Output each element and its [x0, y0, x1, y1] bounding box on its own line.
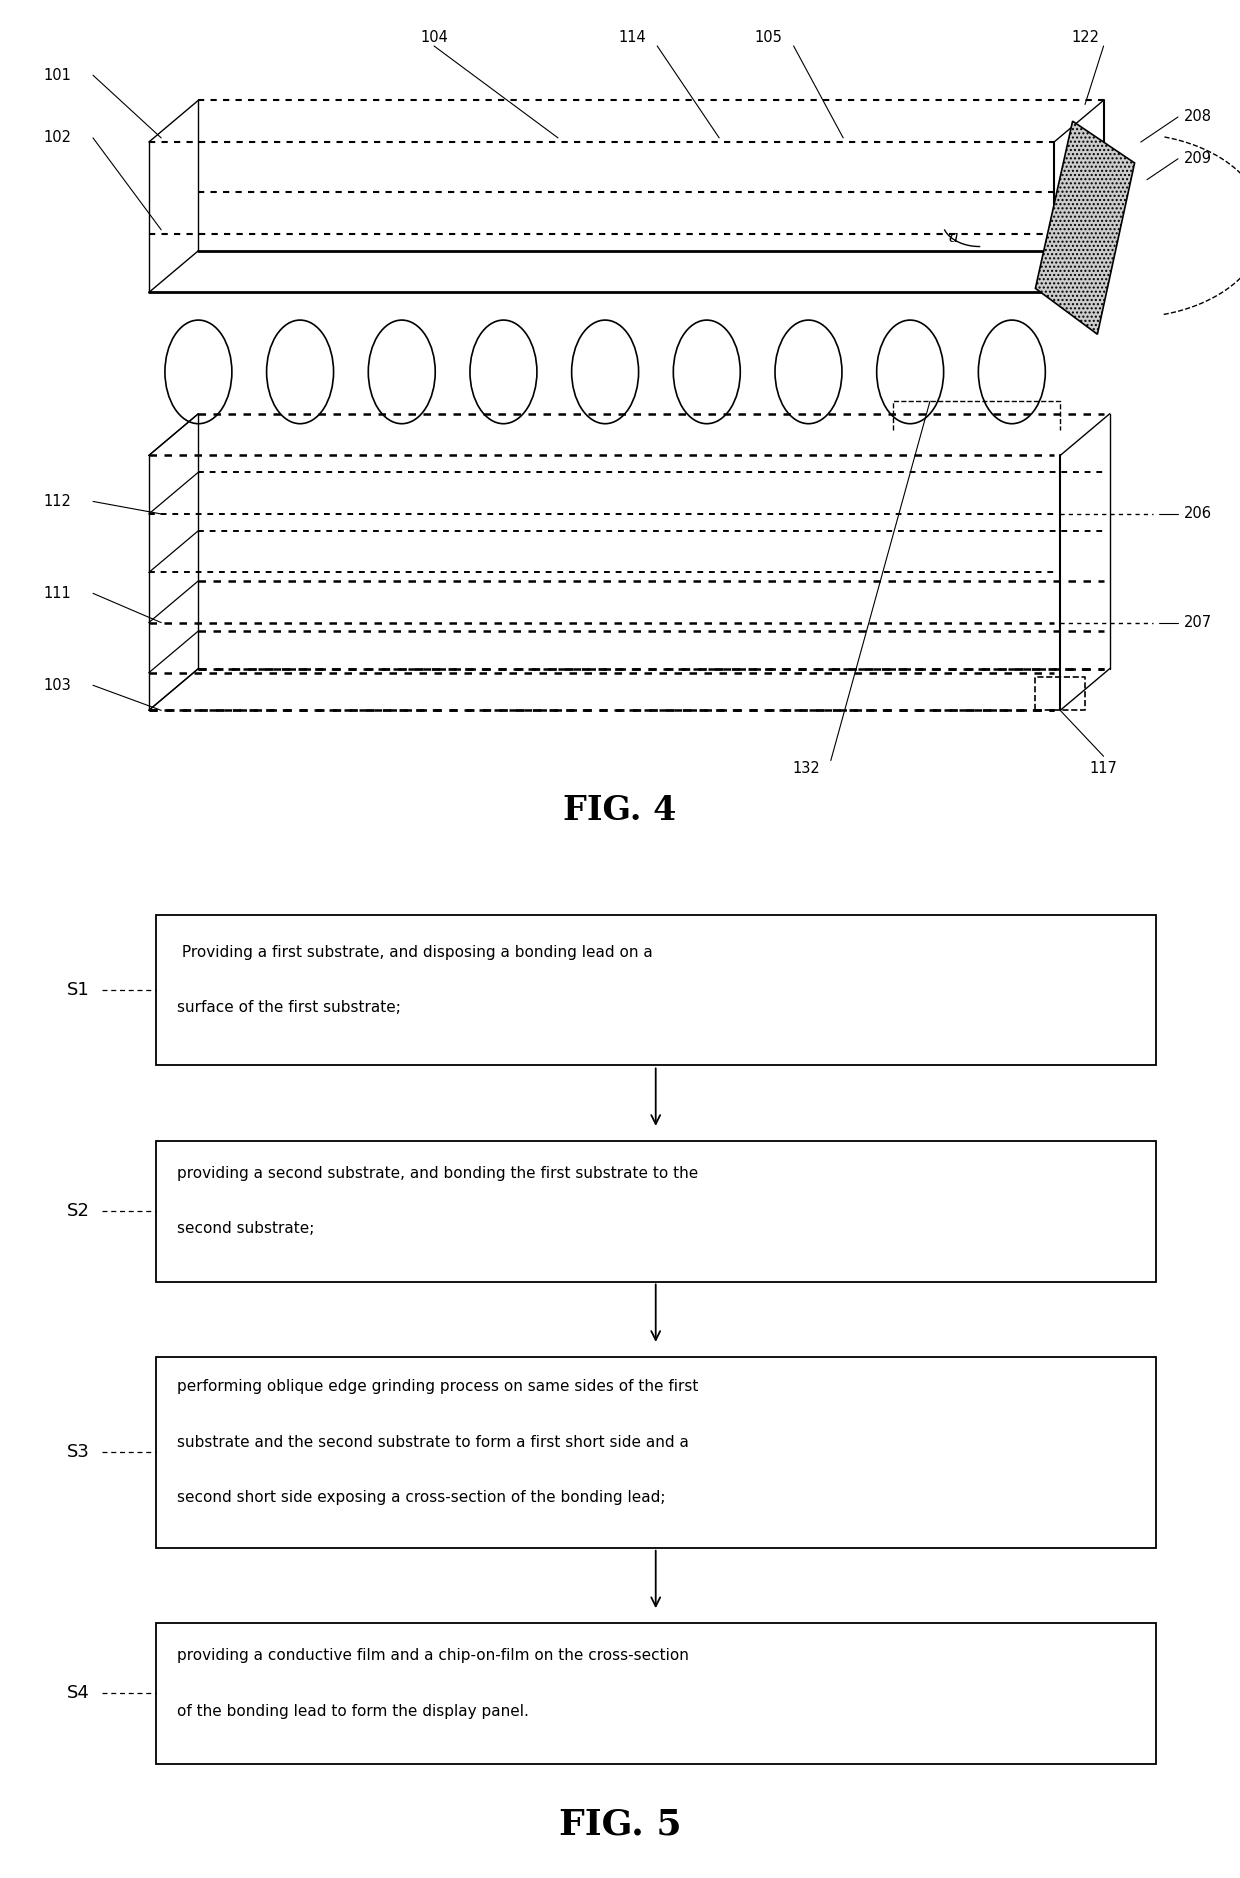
Text: S2: S2 [67, 1202, 89, 1221]
Text: FIG. 5: FIG. 5 [559, 1807, 681, 1840]
Text: 112: 112 [43, 494, 71, 509]
Text: 209: 209 [1184, 152, 1213, 167]
Text: S4: S4 [67, 1685, 89, 1703]
Text: performing oblique edge grinding process on same sides of the first: performing oblique edge grinding process… [177, 1380, 698, 1395]
Bar [156, 1140, 1156, 1281]
Text: 102: 102 [43, 130, 72, 145]
Polygon shape [1035, 122, 1135, 334]
Text: 132: 132 [792, 761, 820, 776]
Text: substrate and the second substrate to form a first short side and a: substrate and the second substrate to fo… [177, 1435, 689, 1450]
Text: 103: 103 [43, 678, 71, 693]
Text: 101: 101 [43, 68, 71, 83]
Text: 111: 111 [43, 586, 71, 601]
Text: 114: 114 [619, 30, 646, 45]
Bar [156, 1356, 1156, 1547]
Text: of the bonding lead to form the display panel.: of the bonding lead to form the display … [177, 1703, 529, 1718]
Text: S1: S1 [67, 980, 89, 999]
Text: 207: 207 [1184, 616, 1213, 631]
Text: second substrate;: second substrate; [177, 1221, 315, 1236]
Text: providing a conductive film and a chip-on-film on the cross-section: providing a conductive film and a chip-o… [177, 1649, 689, 1664]
Text: a: a [949, 229, 959, 246]
Text: surface of the first substrate;: surface of the first substrate; [177, 1001, 401, 1016]
Text: 206: 206 [1184, 507, 1213, 522]
Text: FIG. 4: FIG. 4 [563, 794, 677, 826]
Bar [156, 1623, 1156, 1763]
Text: providing a second substrate, and bonding the first substrate to the: providing a second substrate, and bondin… [177, 1166, 698, 1181]
Text: 208: 208 [1184, 109, 1213, 124]
Text: second short side exposing a cross-section of the bonding lead;: second short side exposing a cross-secti… [177, 1489, 666, 1504]
Text: 117: 117 [1090, 761, 1117, 776]
Text: Providing a first substrate, and disposing a bonding lead on a: Providing a first substrate, and disposi… [177, 945, 653, 960]
Text: 104: 104 [420, 30, 448, 45]
Text: 122: 122 [1071, 30, 1099, 45]
Text: 105: 105 [755, 30, 782, 45]
Text: S3: S3 [67, 1444, 89, 1461]
Bar [156, 915, 1156, 1065]
